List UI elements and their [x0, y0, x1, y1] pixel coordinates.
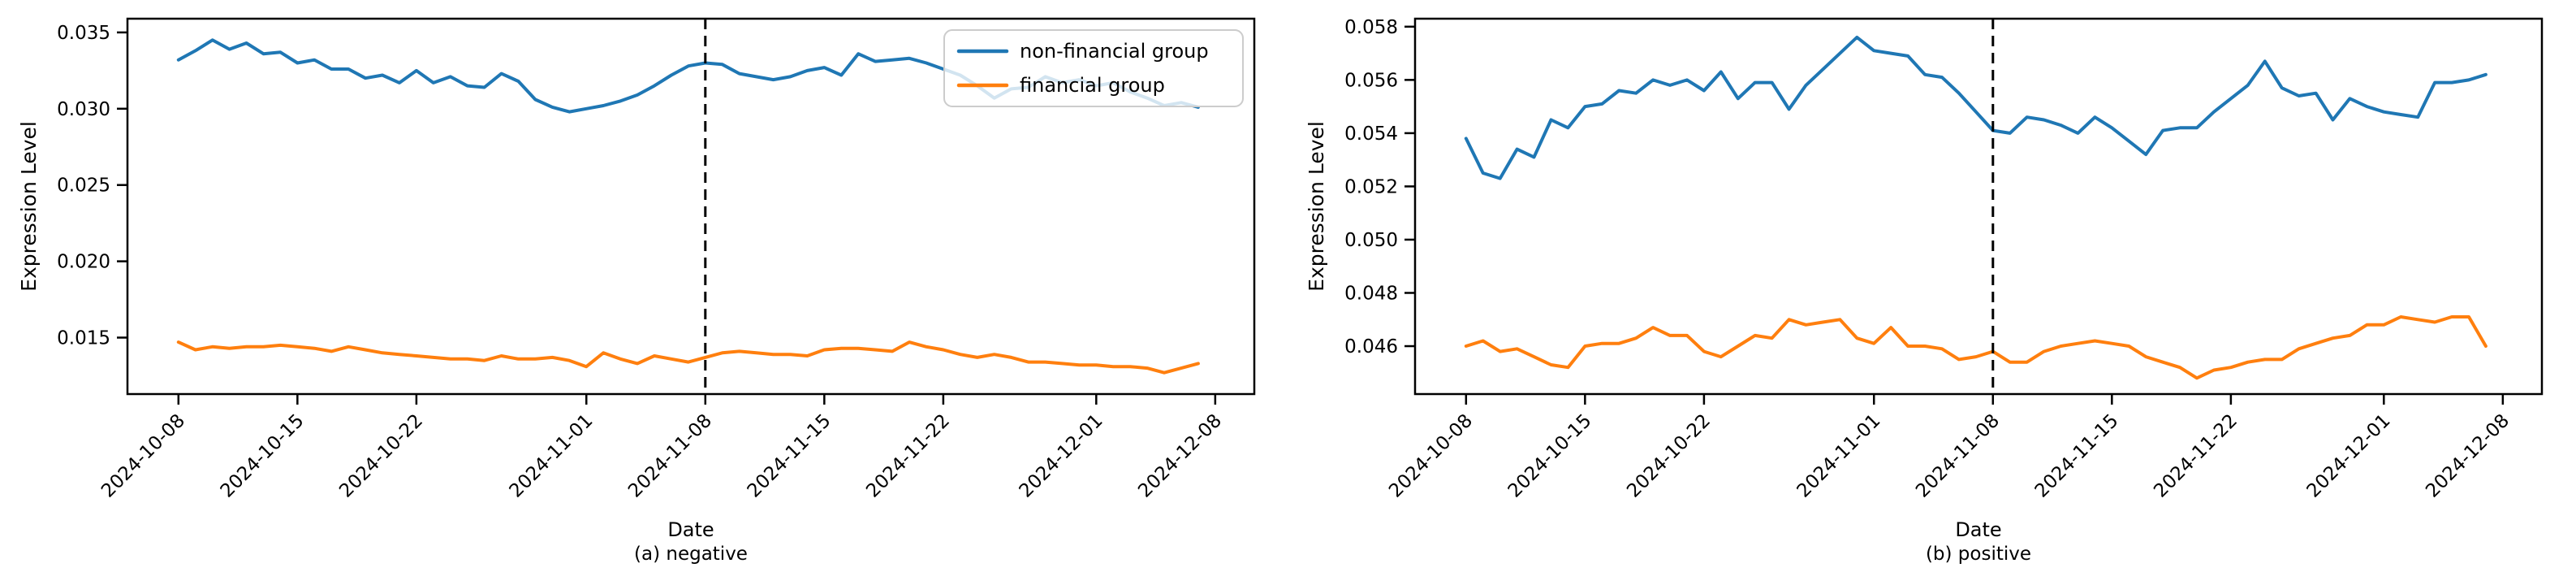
axes-frame [1413, 17, 2544, 396]
legend: non-financial group financial group [943, 29, 1244, 107]
x-tick-label: 2024-10-15 [217, 410, 309, 502]
x-tick-label: 2024-11-08 [624, 410, 716, 502]
x-axis-label: Date [1955, 518, 2001, 541]
x-axis-label: Date [667, 518, 714, 541]
y-axis-label: Expression Level [17, 121, 41, 292]
x-tick-label: 2024-11-08 [1912, 410, 2004, 502]
y-tick-label: 0.035 [57, 23, 110, 44]
x-tick-label: 2024-10-08 [1385, 410, 1477, 502]
x-tick-label: 2024-11-01 [506, 410, 598, 502]
legend-label-financial: financial group [1020, 74, 1165, 97]
x-tick-label: 2024-11-15 [744, 410, 835, 502]
y-tick-label: 0.025 [57, 176, 110, 197]
x-tick-label: 2024-11-22 [2150, 410, 2242, 502]
y-tick-label: 0.048 [1344, 283, 1398, 304]
x-tick-label: 2024-11-01 [1793, 410, 1885, 502]
panel-caption: (b) positive [1926, 544, 2031, 565]
series-line-financial [176, 340, 1200, 375]
x-tick-label: 2024-10-22 [335, 410, 427, 502]
y-axis-label: Expression Level [1305, 121, 1328, 292]
axes-frame [126, 17, 1256, 396]
x-tick-label: 2024-10-22 [1623, 410, 1715, 502]
y-tick-label: 0.052 [1344, 176, 1398, 197]
x-tick-label: 2024-12-08 [2422, 410, 2513, 502]
series-line-non-financial [1464, 35, 2488, 180]
chart-panel-a: 0.015 0.020 0.025 0.030 0.035 2024-10-08 2024-… [17, 17, 1256, 565]
x-tick-label: 2024-12-01 [1016, 410, 1107, 502]
x-tick-label: 2024-12-08 [1134, 410, 1226, 502]
x-tick-label: 2024-10-08 [97, 410, 189, 502]
x-tick-label: 2024-10-15 [1504, 410, 1596, 502]
panel-caption: (a) negative [634, 544, 748, 565]
y-tick-label: 0.020 [57, 252, 110, 273]
y-tick-label: 0.030 [57, 99, 110, 120]
y-tick-label: 0.050 [1344, 230, 1398, 251]
legend-label-non-financial: non-financial group [1020, 40, 1209, 63]
x-tick-label: 2024-12-01 [2303, 410, 2395, 502]
y-tick-label: 0.054 [1344, 124, 1398, 145]
x-tick-label: 2024-11-15 [2031, 410, 2123, 502]
series-line-financial [1464, 315, 2488, 380]
y-tick-label: 0.058 [1344, 17, 1398, 38]
chart-panel-b: 0.046 0.048 0.050 0.052 0.054 0.056 0.058 2024-… [1305, 17, 2544, 565]
legend-frame [943, 29, 1244, 107]
y-tick-label: 0.015 [57, 328, 110, 349]
y-tick-label: 0.046 [1344, 336, 1398, 358]
y-tick-label: 0.056 [1344, 70, 1398, 91]
x-tick-label: 2024-11-22 [862, 410, 954, 502]
